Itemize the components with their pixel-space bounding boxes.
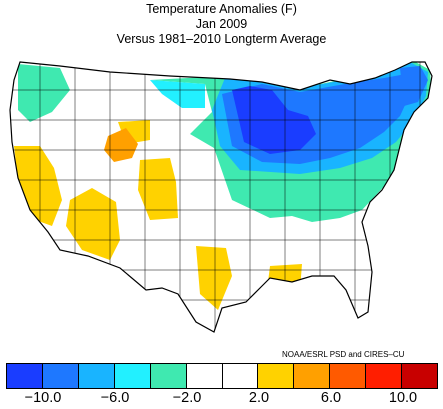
colorbar-swatch bbox=[222, 364, 259, 388]
colorbar-swatch bbox=[366, 364, 403, 388]
colorbar-tick-label: −10.0 bbox=[24, 390, 62, 406]
us-outline bbox=[9, 61, 433, 333]
colorbar-swatch bbox=[7, 364, 43, 388]
anomaly-fill-layer bbox=[10, 62, 432, 332]
colorbar-swatch bbox=[42, 364, 79, 388]
data-credit: NOAA/ESRL PSD and CIRES–CU bbox=[282, 350, 405, 359]
colorbar-swatch bbox=[186, 364, 223, 388]
colorbar-swatch bbox=[294, 364, 331, 388]
colorbar-swatch bbox=[150, 364, 187, 388]
colorbar-swatch bbox=[402, 364, 438, 388]
colorbar-tick-label: 6.0 bbox=[320, 390, 342, 406]
colorbar-swatch bbox=[258, 364, 295, 388]
colorbar bbox=[6, 363, 438, 389]
map-title: Temperature Anomalies (F) bbox=[146, 2, 297, 16]
colorbar-tick-label: 2.0 bbox=[248, 390, 270, 406]
colorbar-swatch bbox=[78, 364, 115, 388]
map-period: Jan 2009 bbox=[195, 17, 248, 31]
us-anomaly-map bbox=[9, 61, 433, 333]
colorbar-swatch bbox=[114, 364, 151, 388]
colorbar-tick-label: 10.0 bbox=[388, 390, 418, 406]
colorbar-tick-label: −6.0 bbox=[100, 390, 130, 406]
colorbar-swatch bbox=[330, 364, 367, 388]
colorbar-tick-label: −2.0 bbox=[172, 390, 202, 406]
map-baseline: Versus 1981–2010 Longterm Average bbox=[116, 32, 327, 46]
